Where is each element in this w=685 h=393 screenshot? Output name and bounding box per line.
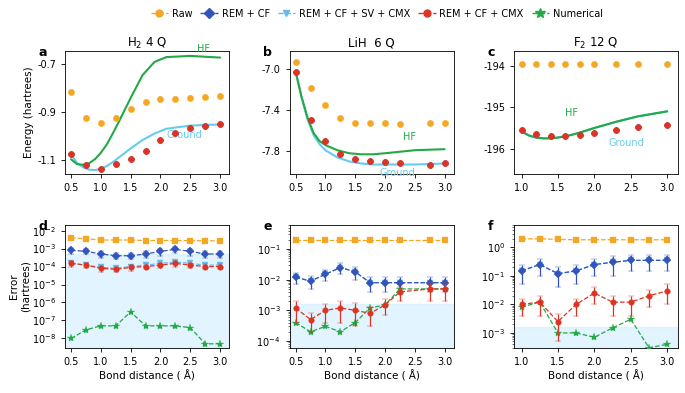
X-axis label: Bond distance ( Å): Bond distance ( Å) bbox=[99, 369, 195, 381]
Text: Ground: Ground bbox=[609, 138, 645, 149]
X-axis label: Bond distance ( Å): Bond distance ( Å) bbox=[548, 369, 644, 381]
Text: b: b bbox=[264, 46, 273, 59]
Text: e: e bbox=[264, 220, 272, 233]
Text: HF: HF bbox=[565, 108, 578, 118]
Text: Ground: Ground bbox=[166, 130, 202, 140]
Text: c: c bbox=[488, 46, 495, 59]
Text: HF: HF bbox=[197, 44, 210, 54]
Text: d: d bbox=[39, 220, 48, 233]
Text: HF: HF bbox=[403, 132, 416, 142]
Title: LiH  6 Q: LiH 6 Q bbox=[348, 37, 395, 50]
Title: H$_2$ 4 Q: H$_2$ 4 Q bbox=[127, 36, 167, 51]
Text: a: a bbox=[39, 46, 47, 59]
Title: F$_2$ 12 Q: F$_2$ 12 Q bbox=[573, 36, 619, 51]
Text: f: f bbox=[488, 220, 493, 233]
X-axis label: Bond distance ( Å): Bond distance ( Å) bbox=[324, 369, 419, 381]
Y-axis label: Error
(hartrees): Error (hartrees) bbox=[9, 261, 30, 312]
Legend: Raw, REM + CF, REM + CF + SV + CMX, REM + CF + CMX, Numerical: Raw, REM + CF, REM + CF + SV + CMX, REM … bbox=[147, 5, 607, 23]
Y-axis label: Energy (hartrees): Energy (hartrees) bbox=[25, 66, 34, 158]
Text: Ground: Ground bbox=[379, 167, 415, 178]
